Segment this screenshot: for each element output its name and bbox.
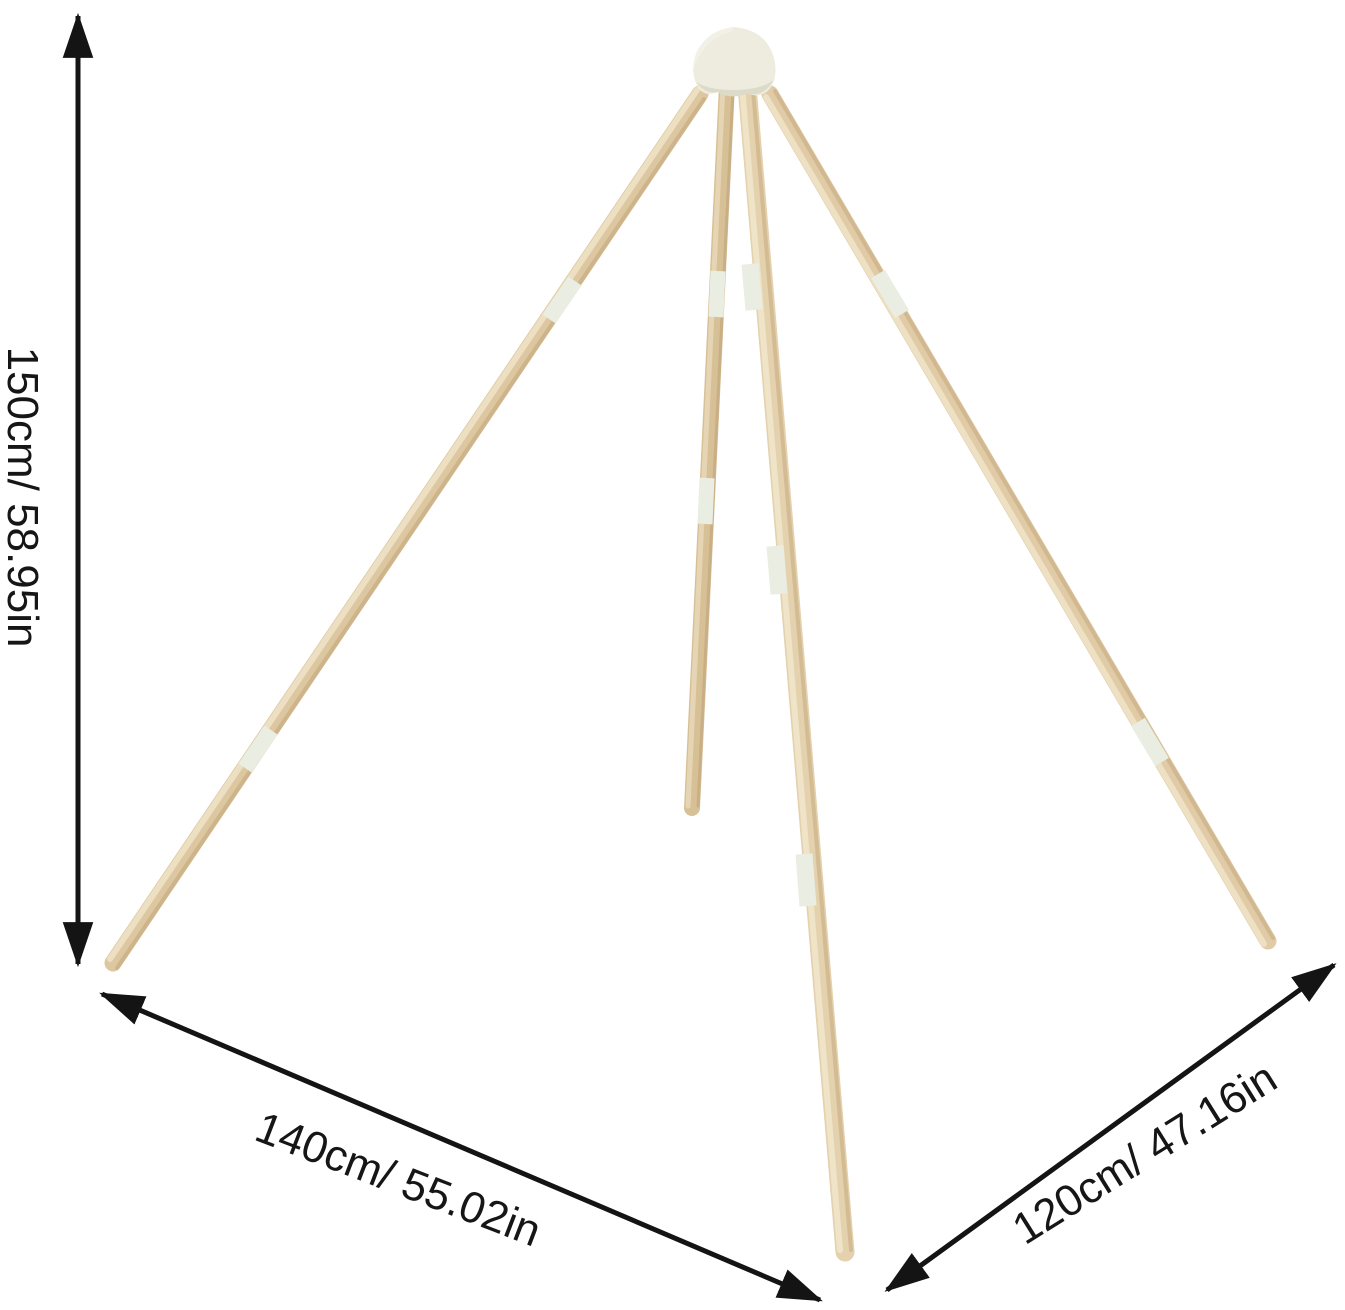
pole-joint-tape bbox=[766, 545, 788, 595]
pole-joint-tape bbox=[708, 270, 726, 318]
tripod-leg-front bbox=[737, 76, 855, 1262]
tripod-leg-right bbox=[761, 85, 1277, 950]
base-right-dimension-arrow bbox=[884, 962, 1337, 1293]
top-connector bbox=[693, 27, 776, 97]
pole-joint-tape bbox=[795, 853, 817, 907]
pole-joint-tape bbox=[1131, 717, 1169, 767]
base-left-dimension-arrow bbox=[99, 991, 823, 1303]
tripod-leg-left bbox=[104, 85, 709, 972]
pole-joint-tape bbox=[741, 263, 763, 311]
pole-joint-tape bbox=[697, 477, 715, 525]
pole-joint-tape bbox=[238, 725, 278, 773]
height-dimension-label: 150cm/ 58.95in bbox=[0, 346, 47, 648]
tripod-leg-back bbox=[684, 77, 735, 816]
pole-joint-tape bbox=[542, 276, 582, 324]
pole-joint-tape bbox=[871, 269, 909, 319]
